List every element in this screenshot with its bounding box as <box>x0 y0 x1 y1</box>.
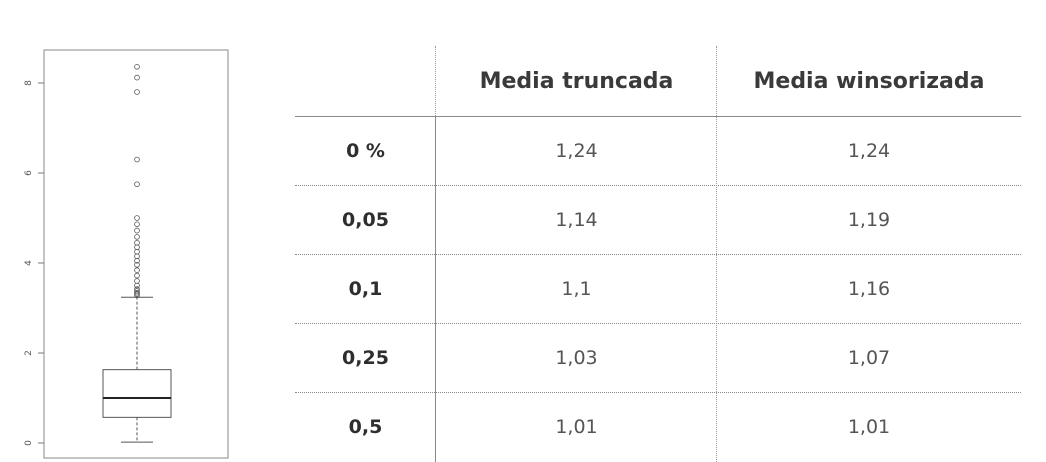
outlier-point <box>134 244 140 251</box>
truncated-mean-cell: 1,24 <box>555 140 598 162</box>
truncated-mean-cell: 1,14 <box>555 209 598 231</box>
header-divider <box>295 116 1021 117</box>
outlier-point <box>134 64 140 70</box>
y-tick-label: 4 <box>24 260 34 266</box>
y-tick-label: 8 <box>24 80 34 86</box>
row-divider <box>295 392 1021 393</box>
row-label-divider <box>435 116 436 462</box>
y-tick-label: 0 <box>24 440 34 446</box>
winsorized-mean-cell: 1,19 <box>847 209 891 231</box>
row-divider <box>295 323 1021 324</box>
outlier-point <box>134 215 140 221</box>
outlier-point <box>134 239 140 246</box>
winsorized-mean-cell: 1,01 <box>847 416 891 438</box>
outlier-point <box>134 248 140 255</box>
outlier-point <box>134 89 140 95</box>
y-tick-label: 6 <box>24 170 34 176</box>
outlier-point <box>134 278 140 284</box>
outlier-point <box>134 282 140 289</box>
outlier-point <box>134 253 140 260</box>
row-label: 0,25 <box>342 347 389 369</box>
outlier-point <box>134 74 140 81</box>
row-label: 0,1 <box>348 278 383 300</box>
outlier-point <box>134 227 140 234</box>
outlier-point <box>134 181 140 188</box>
outlier-point <box>134 272 140 279</box>
row-divider <box>295 185 1021 186</box>
comparison-table: Media truncada Media winsorizada 0 % 1,2… <box>295 46 1021 462</box>
row-label: 0 % <box>346 140 385 162</box>
column-header-truncated-mean: Media truncada <box>479 68 674 94</box>
outlier-point <box>134 288 140 294</box>
truncated-mean-cell: 1,1 <box>561 278 592 300</box>
winsorized-mean-cell: 1,24 <box>847 140 891 162</box>
outlier-point <box>134 286 140 292</box>
row-label: 0,05 <box>342 209 389 231</box>
grid-divider <box>435 46 436 116</box>
outlier-point <box>134 156 140 163</box>
outlier-point <box>134 289 140 296</box>
y-tick-label: 2 <box>24 350 34 356</box>
outlier-point <box>134 234 140 240</box>
outlier-point <box>134 261 140 268</box>
plot-frame <box>43 49 229 459</box>
winsorized-mean-cell: 1,07 <box>847 347 891 369</box>
column-header-winsorized-mean: Media winsorizada <box>753 68 985 94</box>
row-divider <box>295 254 1021 255</box>
winsorized-mean-cell: 1,16 <box>847 278 891 300</box>
truncated-mean-cell: 1,01 <box>555 416 598 438</box>
outlier-point <box>134 267 140 274</box>
truncated-mean-cell: 1,03 <box>555 347 598 369</box>
row-label: 0,5 <box>348 416 383 438</box>
boxplot-chart: 0 2 4 6 8 <box>24 49 229 459</box>
iqr-box <box>102 369 172 418</box>
outlier-point <box>134 221 140 228</box>
